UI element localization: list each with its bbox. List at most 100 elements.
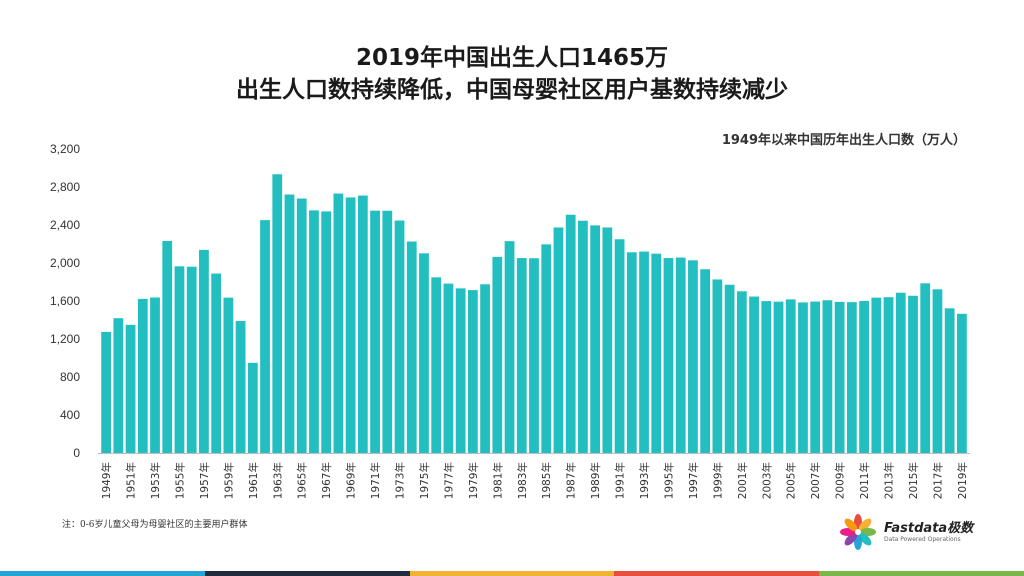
x-tick-label: 1999年 [711,462,724,499]
bar [174,266,185,453]
x-tick-label: 1979年 [467,462,480,499]
bar [431,277,442,453]
x-tick-label: 1957年 [198,462,211,499]
bar [101,331,111,454]
bar [321,211,332,453]
x-tick-label: 1997年 [687,462,700,499]
bar [602,227,613,453]
bar [651,253,662,453]
bar [357,195,368,454]
bar [785,299,796,453]
bar [296,198,307,453]
y-tick-label: 800 [60,370,80,384]
x-tick-label: 1987年 [565,462,578,499]
bar [639,251,649,453]
bar [541,244,552,453]
x-tick-label: 1989年 [589,462,602,499]
logo-petal [858,518,872,532]
x-axis: 1949年 1951年 1953年 1955年 1957年 1959年 1961年 1963年… [100,462,969,499]
x-tick-label: 2005年 [785,462,798,499]
bar [345,197,356,453]
x-tick-label: 2011年 [858,462,871,499]
y-tick-label: 2,400 [50,218,80,232]
bar [309,210,319,453]
bar [565,214,576,453]
bar [211,273,222,453]
bar [150,297,160,453]
bottom-bar-segment [204,571,410,576]
x-tick-label: 2003年 [760,462,773,499]
bar [113,318,124,453]
bar [724,284,735,453]
bar [761,301,772,453]
footnote: 注：0-6岁儿童父母为母婴社区的主要用户群体 [62,520,248,530]
logo-petal [844,518,858,532]
bar [957,313,967,453]
chart-title: 1949年以来中国历年出生人口数（万人） [721,133,966,148]
x-tick-label: 1949年 [100,462,113,499]
bar [382,210,393,453]
x-tick-label: 1973年 [394,462,407,499]
bar [419,253,429,453]
bar [822,300,833,453]
bar [663,258,674,453]
bar [908,295,918,453]
bar [186,266,197,453]
x-tick-label: 1953年 [149,462,162,499]
x-tick-label: 1951年 [125,462,138,499]
bar [810,301,821,453]
x-tick-label: 2007年 [809,462,822,499]
y-tick-label: 400 [60,408,80,422]
bottom-bar-segment [614,571,820,576]
bar [235,321,246,453]
bar [871,297,882,453]
x-tick-label: 2017年 [931,462,944,499]
bar [260,220,270,453]
bar [846,302,857,453]
logo-name: Fastdata极数 [884,521,974,536]
y-tick-label: 0 [73,446,80,460]
bar [736,291,747,453]
bar [578,220,588,453]
x-tick-label: 2015年 [907,462,920,499]
y-tick-label: 2,800 [50,180,80,194]
x-tick-label: 1965年 [296,462,309,499]
bar [932,289,943,453]
y-tick-label: 2,000 [50,256,80,270]
x-tick-label: 1985年 [540,462,553,499]
bar [467,290,478,453]
x-tick-label: 1977年 [442,462,455,499]
bars [101,174,967,454]
bottom-bar-segment [819,571,1024,576]
bar [199,249,209,453]
bar [406,241,417,453]
bar [370,210,380,453]
y-tick-label: 1,600 [50,294,80,308]
x-tick-label: 1991年 [614,462,627,499]
bar [125,324,136,453]
bar [834,301,845,453]
bar [529,258,539,453]
bar [333,193,344,453]
bar [614,239,625,453]
x-tick-label: 1959年 [222,462,235,499]
bar [443,283,454,453]
bar [272,174,283,453]
bar [162,240,173,453]
x-tick-label: 2013年 [883,462,896,499]
bar [944,308,955,453]
bar [516,258,527,453]
bar [137,298,148,453]
x-tick-label: 1971年 [369,462,382,499]
x-tick-label: 2019年 [956,462,969,499]
page-title-line2: 出生人口数持续降低，中国母婴社区用户基数持续减少 [236,77,788,103]
x-tick-label: 1995年 [662,462,675,499]
bar [492,256,503,453]
bar [700,269,711,453]
y-tick-label: 1,200 [50,332,80,346]
x-tick-label: 1955年 [173,462,186,499]
x-tick-label: 1963年 [271,462,284,499]
x-tick-label: 2001年 [736,462,749,499]
logo-tagline: Data Powered Operations [884,536,961,543]
